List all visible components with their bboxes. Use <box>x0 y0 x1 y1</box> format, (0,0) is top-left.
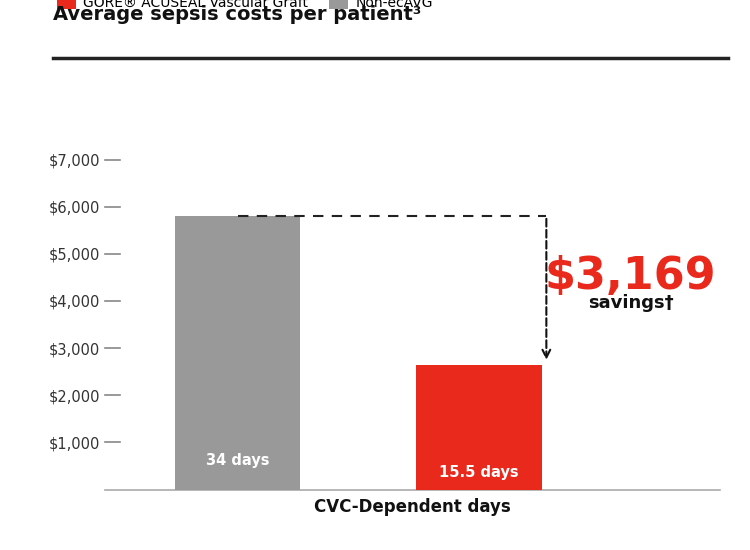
X-axis label: CVC-Dependent days: CVC-Dependent days <box>314 498 511 516</box>
Bar <box>416 365 542 490</box>
Text: 34 days: 34 days <box>206 453 269 468</box>
Text: Average sepsis costs per patient³: Average sepsis costs per patient³ <box>53 6 421 25</box>
Text: savings†: savings† <box>588 294 674 311</box>
Bar <box>175 216 300 490</box>
Legend: GORE® ACUSEAL Vascular Graft, Non-ecAVG: GORE® ACUSEAL Vascular Graft, Non-ecAVG <box>56 0 433 10</box>
Text: $3,169: $3,169 <box>545 255 716 298</box>
Text: 15.5 days: 15.5 days <box>439 465 519 480</box>
